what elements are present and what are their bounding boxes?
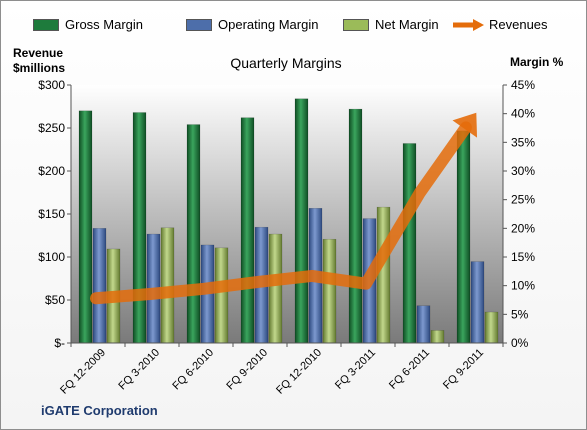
right-tick-label: 45% bbox=[511, 78, 535, 92]
net-margin-bar bbox=[214, 247, 229, 344]
x-tick-label: FQ 9-2010 bbox=[224, 347, 270, 393]
x-tick-label: FQ 3-2010 bbox=[116, 347, 162, 393]
left-axis-title-line1: Revenue bbox=[13, 46, 64, 60]
legend-label-revenues: Revenues bbox=[489, 17, 548, 32]
left-tick-label: $150 bbox=[38, 207, 65, 221]
gross-margin-bar bbox=[240, 117, 255, 344]
legend-item-revenues: Revenues bbox=[451, 17, 548, 32]
right-tick-label: 5% bbox=[511, 307, 529, 321]
net-margin-bar bbox=[430, 330, 445, 344]
gross-margin-bar bbox=[294, 98, 309, 344]
left-tick-label: $- bbox=[54, 336, 65, 350]
legend-arrow-icon bbox=[453, 18, 484, 31]
x-tick-label: FQ 3-2011 bbox=[333, 347, 378, 392]
legend-label-net: Net Margin bbox=[375, 17, 439, 32]
x-tick-label: FQ 6-2010 bbox=[170, 347, 216, 393]
right-axis-title: Margin % bbox=[510, 55, 564, 69]
legend-swatch-operating bbox=[186, 18, 212, 31]
operating-margin-bar bbox=[470, 261, 485, 344]
left-tick-label: $200 bbox=[38, 164, 65, 178]
legend-item-net-margin: Net Margin bbox=[343, 17, 439, 32]
left-tick-label: $50 bbox=[45, 293, 65, 307]
operating-margin-bar bbox=[416, 305, 431, 344]
revenues-arrowhead bbox=[452, 112, 478, 138]
legend-item-operating-margin: Operating Margin bbox=[186, 17, 318, 32]
legend-swatch-gross bbox=[33, 18, 59, 31]
net-margin-bar bbox=[268, 233, 283, 344]
gross-margin-bar bbox=[402, 143, 417, 344]
x-tick-label: FQ 9-2011 bbox=[441, 347, 486, 392]
right-tick-label: 10% bbox=[511, 279, 535, 293]
left-tick-label: $300 bbox=[38, 78, 65, 92]
chart-svg: $- $50 $100 $150 $200 $250 $300 0% 5% 10% 15% 20% 25… bbox=[38, 78, 535, 397]
net-margin-bar bbox=[160, 227, 175, 344]
right-tick-label: 0% bbox=[511, 336, 529, 350]
chart-title: Quarterly Margins bbox=[230, 55, 342, 71]
right-tick-label: 35% bbox=[511, 135, 535, 149]
legend-item-gross-margin: Gross Margin bbox=[33, 17, 143, 32]
company-label: iGATE Corporation bbox=[41, 403, 158, 418]
left-tick-label: $250 bbox=[38, 121, 65, 135]
gross-margin-bar bbox=[78, 110, 93, 344]
x-tick-label: FQ 12-2010 bbox=[274, 347, 324, 397]
left-tick-label: $100 bbox=[38, 250, 65, 264]
x-tick-label: FQ 6-2011 bbox=[387, 347, 432, 392]
net-margin-bar bbox=[322, 238, 337, 344]
right-tick-label: 30% bbox=[511, 164, 535, 178]
x-tick-label: FQ 12-2009 bbox=[58, 347, 108, 397]
right-tick-label: 25% bbox=[511, 193, 535, 207]
gross-margin-bar bbox=[186, 124, 201, 344]
legend-label-operating: Operating Margin bbox=[218, 17, 319, 32]
net-margin-bar bbox=[484, 311, 499, 344]
legend-swatch-net bbox=[343, 18, 369, 31]
operating-margin-bar bbox=[92, 228, 107, 344]
right-tick-label: 40% bbox=[511, 107, 535, 121]
gross-margin-bar bbox=[456, 130, 471, 344]
right-tick-label: 15% bbox=[511, 250, 535, 264]
gross-margin-bar bbox=[348, 108, 363, 344]
revenues-line bbox=[90, 121, 472, 305]
gross-margin-bar bbox=[132, 112, 147, 344]
legend-label-gross: Gross Margin bbox=[65, 17, 144, 32]
left-axis-title-line2: $millions bbox=[13, 61, 66, 75]
net-margin-bar bbox=[376, 206, 391, 344]
right-tick-label: 20% bbox=[511, 221, 535, 235]
